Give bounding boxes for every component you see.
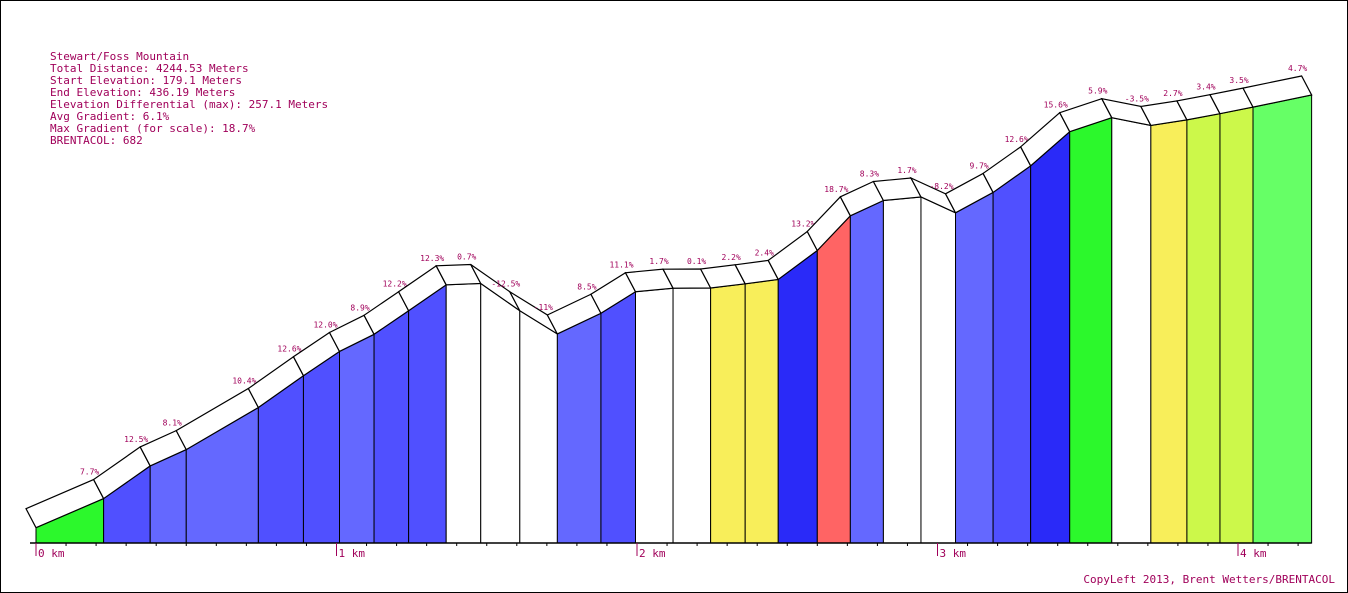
gradient-segment-29 <box>1150 119 1188 544</box>
gradient-label-18: 2.4% <box>755 248 774 257</box>
gradient-label-11: -12.5% <box>491 280 520 289</box>
gradient-label-27: 5.9% <box>1088 87 1107 96</box>
gradient-segment-18 <box>744 278 779 544</box>
gradient-label-8: 12.2% <box>383 280 407 289</box>
gradient-label-31: 3.5% <box>1229 76 1248 85</box>
gradient-label-6: 12.0% <box>313 320 337 329</box>
gradient-segment-31 <box>1219 106 1254 544</box>
gradient-segment-27 <box>1069 117 1113 544</box>
gradient-segment-17 <box>710 283 746 544</box>
gradient-segment-30 <box>1186 113 1221 544</box>
x-tick-label-0: 0 km <box>38 547 65 560</box>
x-tick-label-2: 2 km <box>639 547 666 560</box>
gradient-label-5: 12.6% <box>277 345 301 354</box>
gradient-segment-14 <box>600 290 636 544</box>
gradient-segment-6 <box>302 350 341 544</box>
gradient-segment-9 <box>408 283 447 544</box>
gradient-label-4: 10.4% <box>232 377 256 386</box>
gradient-label-16: 0.1% <box>687 257 706 266</box>
gradient-segment-28 <box>1111 117 1152 544</box>
gradient-label-28: -3.5% <box>1125 94 1149 103</box>
gradient-label-2: 12.5% <box>124 435 148 444</box>
gradient-segment-16 <box>672 287 712 544</box>
gradient-segment-23 <box>920 196 957 544</box>
profile-ribbon-32 <box>1242 75 1313 108</box>
gradient-segment-22 <box>882 196 922 544</box>
gradient-segment-8 <box>373 309 410 544</box>
route-info: Stewart/Foss Mountain Total Distance: 42… <box>50 51 328 147</box>
gradient-label-32: 4.7% <box>1288 64 1307 73</box>
gradient-label-19: 13.2% <box>791 219 815 228</box>
gradient-label-12: -11% <box>534 303 553 312</box>
gradient-segment-24 <box>955 191 994 544</box>
avg-gradient: Avg Gradient: 6.1% <box>50 110 170 123</box>
gradient-segment-26 <box>1030 130 1071 544</box>
brentacol-score: BRENTACOL: 682 <box>50 134 143 147</box>
gradient-label-30: 3.4% <box>1196 83 1215 92</box>
x-tick-label-1: 1 km <box>339 547 366 560</box>
gradient-label-20: 18.7% <box>824 185 848 194</box>
gradient-label-17: 2.2% <box>722 253 741 262</box>
total-distance: Total Distance: 4244.53 Meters <box>50 62 249 75</box>
gradient-segment-25 <box>992 164 1032 544</box>
gradient-segment-15 <box>634 287 674 544</box>
gradient-label-24: 9.7% <box>969 161 988 170</box>
gradient-segment-11 <box>480 282 521 544</box>
gradient-label-1: 7.7% <box>80 468 99 477</box>
gradient-label-29: 2.7% <box>1163 89 1182 98</box>
gradient-segment-12 <box>519 309 558 544</box>
gradient-segment-32 <box>1252 94 1313 544</box>
gradient-label-14: 11.1% <box>609 261 633 270</box>
gradient-label-22: 1.7% <box>897 166 916 175</box>
end-elevation: End Elevation: 436.19 Meters <box>50 86 236 99</box>
copyleft-notice: CopyLeft 2013, Brent Wetters/BRENTACOL <box>1083 573 1335 586</box>
gradient-label-23: -8.2% <box>929 182 953 191</box>
gradient-segment-20 <box>816 214 851 544</box>
gradient-label-3: 8.1% <box>163 419 182 428</box>
gradient-label-10: 0.7% <box>457 252 476 261</box>
route-title: Stewart/Foss Mountain <box>50 50 190 63</box>
gradient-label-13: 8.5% <box>577 282 596 291</box>
x-tick-label-4: 4 km <box>1240 547 1267 560</box>
gradient-label-25: 12.6% <box>1005 135 1029 144</box>
gradient-segment-7 <box>339 333 375 544</box>
gradient-segment-10 <box>445 282 482 544</box>
start-elevation: Start Elevation: 179.1 Meters <box>50 74 243 87</box>
gradient-segment-21 <box>849 199 884 544</box>
x-tick-label-3: 3 km <box>940 547 967 560</box>
gradient-segment-19 <box>777 249 818 544</box>
gradient-label-9: 12.3% <box>420 254 444 263</box>
gradient-segment-13 <box>556 312 602 544</box>
gradient-label-7: 8.9% <box>350 303 369 312</box>
elevation-differential: Elevation Differential (max): 257.1 Mete… <box>50 98 329 111</box>
max-gradient: Max Gradient (for scale): 18.7% <box>50 122 256 135</box>
gradient-label-26: 15.6% <box>1044 101 1068 110</box>
gradient-label-15: 1.7% <box>649 257 668 266</box>
gradient-label-21: 8.3% <box>860 170 879 179</box>
